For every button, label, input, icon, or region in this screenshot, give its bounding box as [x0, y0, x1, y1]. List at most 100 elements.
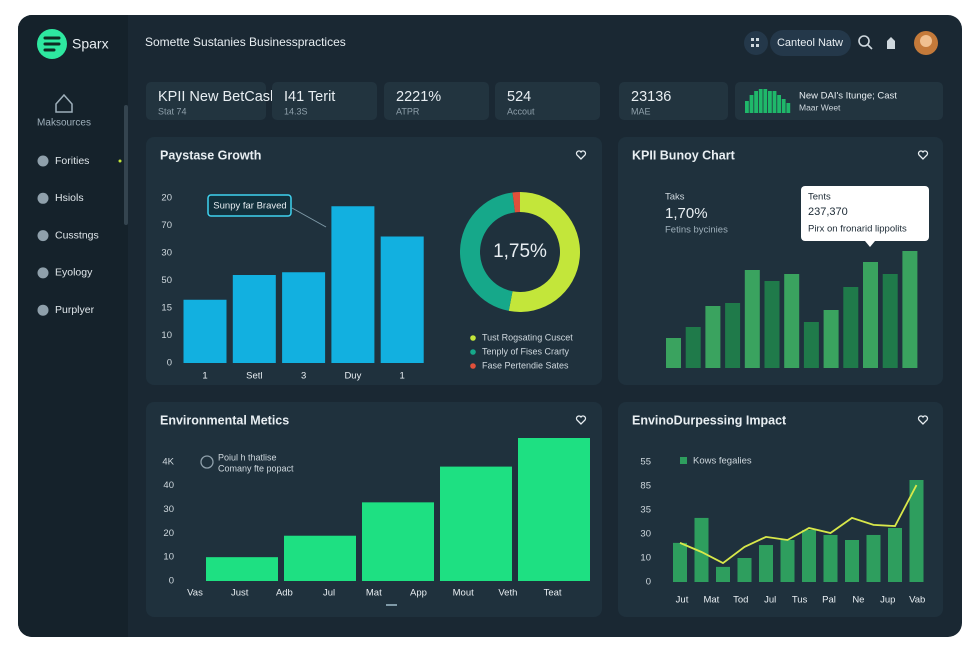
bar [284, 535, 356, 581]
x-tick-label: Jup [880, 595, 895, 606]
grid-button[interactable] [744, 31, 768, 55]
bar [780, 540, 795, 582]
favorite-icon[interactable] [917, 150, 929, 160]
x-tick-label: Veth [498, 588, 517, 599]
sidebar-icon [37, 192, 49, 204]
sparkline-bar [777, 95, 781, 113]
annotation-box [207, 194, 292, 217]
sidebar-scrollbar [124, 105, 128, 225]
legend-label: Kows fegalies [693, 456, 752, 467]
bar [518, 438, 590, 581]
panel-title: KPII Bunoy Chart [632, 148, 736, 162]
tooltip [801, 186, 929, 241]
sidebar-item[interactable]: Hsiols [55, 192, 84, 204]
search-icon[interactable] [858, 35, 870, 47]
panel-title: Environmental Metics [160, 413, 289, 427]
y-tick-label: 15 [161, 303, 172, 314]
x-tick-label: 3 [301, 371, 306, 382]
x-tick-label: Mat [703, 595, 719, 606]
sidebar-item[interactable]: Forities [55, 155, 89, 167]
header-button-label: Canteol Natw [777, 37, 843, 49]
sidebar-item[interactable]: Purplyer [55, 304, 95, 316]
bar [909, 480, 924, 582]
sidebar-active-dot [118, 159, 122, 163]
kpi-card [384, 82, 489, 120]
favorite-icon[interactable] [575, 415, 587, 425]
bar [440, 466, 512, 581]
legend-swatch [680, 457, 687, 464]
legend-label: Tenply of Fises Crarty [482, 346, 570, 356]
y-tick-label: 35 [640, 505, 651, 516]
header-title: Somette Sustanies Businesspractices [145, 35, 346, 49]
annotation: Poiul h thatlise [218, 452, 277, 462]
sidebar-edge [110, 15, 128, 637]
sparkline-bar [786, 103, 791, 113]
x-tick-label: Jut [676, 595, 689, 606]
y-tick-label: 85 [640, 481, 651, 492]
y-tick-label: 0 [169, 576, 174, 587]
kpi-subtitle: Maar Weet [799, 102, 841, 112]
bar [685, 327, 701, 368]
pie-segment [460, 192, 515, 311]
sidebar-item[interactable]: Eyology [55, 267, 93, 279]
bar [843, 287, 859, 368]
sparkline-bar [772, 91, 777, 113]
bar [882, 274, 898, 368]
y-tick-label: 0 [167, 358, 172, 369]
tooltip-value: 237,370 [808, 206, 848, 218]
bar [232, 275, 276, 363]
x-tick-label: Vas [187, 588, 203, 599]
kpi-title: 23136 [631, 89, 671, 105]
x-tick-label: Teat [544, 588, 562, 599]
sidebar-icon [37, 155, 49, 167]
bar [380, 236, 424, 363]
kpi-card [146, 82, 266, 120]
legend-swatch [470, 349, 476, 355]
sparkline-bar [745, 101, 749, 113]
y-tick-label: 30 [161, 248, 172, 259]
home-icon[interactable] [887, 37, 895, 49]
bar [764, 281, 780, 368]
bar [725, 303, 741, 368]
kpi-subtitle: Accout [507, 106, 535, 116]
header-button[interactable] [770, 30, 851, 56]
annotation-icon [200, 455, 214, 469]
panel-title: Paystase Growth [160, 148, 261, 162]
x-tick-label: Jul [764, 595, 776, 606]
annotation: Sunpy far Braved [213, 201, 286, 212]
scroll-indicator [386, 604, 397, 606]
avatar-face [920, 35, 932, 47]
tooltip-text: Pirx on fronarid lippolits [808, 224, 907, 235]
sidebar-icon [37, 230, 49, 242]
panel [618, 402, 943, 617]
bar [888, 528, 902, 582]
bar [845, 540, 859, 582]
stat-value: 1,70% [665, 205, 708, 222]
x-tick-label: Jul [323, 588, 335, 599]
tooltip-title: Tents [808, 192, 831, 203]
sidebar [18, 15, 128, 637]
sidebar-heading-icon [55, 93, 73, 113]
logo-text: Sparx [72, 36, 109, 52]
sparkline-bar [758, 89, 763, 113]
bar [206, 557, 278, 581]
kpi-subtitle: 14.3S [284, 106, 308, 116]
y-tick-label: 55 [640, 457, 651, 468]
legend-label: Fase Pertendie Sates [482, 360, 569, 370]
sidebar-heading: Maksources [37, 118, 91, 129]
favorite-icon[interactable] [575, 150, 587, 160]
y-tick-label: 70 [161, 220, 172, 231]
x-tick-label: Setl [246, 371, 262, 382]
kpi-card [495, 82, 600, 120]
favorite-icon[interactable] [917, 415, 929, 425]
sidebar-item[interactable]: Cusstngs [55, 229, 99, 241]
y-tick-label: 10 [161, 330, 172, 341]
y-tick-label: 20 [161, 193, 172, 204]
tooltip-pointer [865, 241, 875, 247]
x-tick-label: Mout [453, 588, 474, 599]
kpi-card [272, 82, 377, 120]
bar [866, 534, 881, 582]
kpi-title: New DAI's Itunge; Cast [799, 91, 897, 102]
annotation-arrow [291, 207, 327, 228]
